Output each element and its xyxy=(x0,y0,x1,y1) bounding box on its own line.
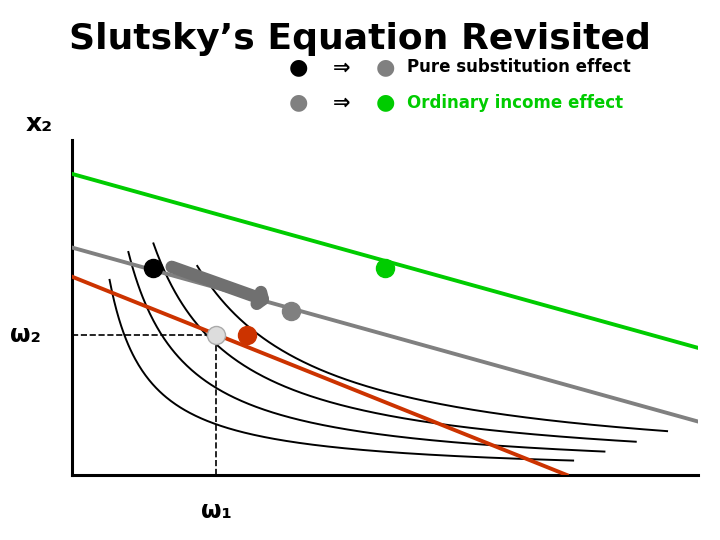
Text: Ordinary income effect: Ordinary income effect xyxy=(407,93,623,112)
Text: ⇒: ⇒ xyxy=(333,92,351,113)
Text: x₂: x₂ xyxy=(26,112,53,136)
Text: ●: ● xyxy=(376,57,395,78)
Text: ω₁: ω₁ xyxy=(201,498,232,523)
Text: ●: ● xyxy=(289,57,308,78)
Text: ●: ● xyxy=(376,92,395,113)
Text: ●: ● xyxy=(289,92,308,113)
Text: Pure substitution effect: Pure substitution effect xyxy=(407,58,631,77)
Text: ω₂: ω₂ xyxy=(10,322,40,347)
Text: ⇒: ⇒ xyxy=(333,57,351,78)
Text: Slutsky’s Equation Revisited: Slutsky’s Equation Revisited xyxy=(69,22,651,56)
